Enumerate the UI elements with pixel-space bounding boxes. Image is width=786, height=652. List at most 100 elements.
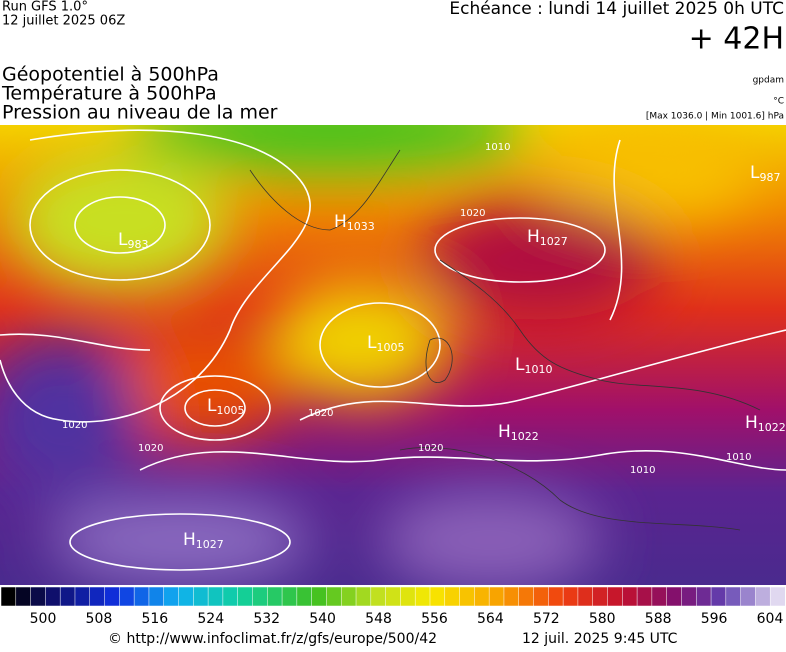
colorbar-swatch	[163, 586, 180, 607]
isobar-label: 1010	[630, 465, 655, 476]
colorbar-label: 572	[533, 611, 560, 627]
center-letter: L	[367, 333, 377, 353]
colorbar-swatch	[237, 586, 254, 607]
pressure-center: L987	[750, 163, 780, 184]
colorbar-swatch	[45, 586, 61, 607]
colorbar-swatch	[133, 586, 150, 607]
center-letter: L	[515, 355, 525, 375]
colorbar-swatch	[74, 586, 91, 607]
center-letter: L	[207, 396, 217, 416]
center-value: 1022	[511, 430, 539, 443]
colorbar-swatch	[444, 586, 461, 607]
colorbar-swatch	[592, 586, 609, 607]
colorbar-swatch	[340, 586, 357, 607]
colorbar-swatch	[577, 586, 594, 607]
colorbar-swatch	[429, 586, 446, 607]
colorbar-label: 564	[477, 611, 504, 627]
pressure-center: H1027	[183, 530, 224, 551]
forecast-time: Echéance : lundi 14 juillet 2025 0h UTC	[449, 0, 784, 19]
center-value: 1027	[196, 538, 224, 551]
colorbar-swatch	[725, 586, 742, 607]
colorbar-label: 548	[365, 611, 392, 627]
center-value: 1022	[758, 421, 786, 434]
colorbar-swatch	[252, 586, 268, 607]
colorbar-label: 508	[86, 611, 113, 627]
center-value: 987	[759, 171, 780, 184]
colorbar-swatch	[355, 586, 372, 607]
colorbar-swatch	[296, 586, 313, 607]
colorbar-swatch	[281, 586, 298, 607]
colorbar-swatch	[15, 586, 32, 607]
colorbar-swatch	[385, 586, 401, 607]
isobar-label: 1020	[308, 408, 333, 419]
lead-time: + 42H	[689, 22, 784, 57]
field-label: Température à 500hPa	[1, 83, 217, 105]
pressure-center: L1005	[367, 333, 404, 354]
colorbar-swatch	[607, 586, 623, 607]
colorbar-swatch	[681, 586, 697, 607]
unit-label: gpdam	[753, 76, 784, 86]
pressure-center: H1022	[498, 422, 539, 443]
colorbar-swatch	[89, 586, 106, 607]
pressure-center: L1005	[207, 396, 244, 417]
center-letter: H	[183, 530, 196, 550]
colorbar-swatch	[104, 586, 120, 607]
colorbar-swatch	[710, 586, 727, 607]
colorbar-swatch	[636, 586, 653, 607]
isobar-label: 1020	[62, 420, 87, 431]
colorbar-swatch	[267, 586, 283, 607]
center-value: 1005	[376, 341, 404, 354]
pressure-center: L983	[118, 230, 148, 251]
colorbar-swatch	[488, 586, 505, 607]
colorbar-swatch	[311, 586, 327, 607]
colorbar-swatch	[119, 586, 135, 607]
pressure-center: H1022	[745, 413, 786, 434]
colorbar-swatch	[755, 586, 771, 607]
colorbar-label: 524	[197, 611, 224, 627]
colorbar-swatch	[695, 586, 712, 607]
colorbar-swatch	[30, 586, 46, 607]
colorbar-swatch	[533, 586, 549, 607]
colorbar-swatch	[622, 586, 638, 607]
unit-label: °C	[773, 97, 784, 107]
colorbar-label: 516	[141, 611, 168, 627]
colorbar-swatch	[740, 586, 756, 607]
center-letter: L	[750, 163, 760, 183]
center-value: 1033	[347, 220, 375, 233]
colorbar-label: 588	[645, 611, 672, 627]
unit-label: [Max 1036.0 | Min 1001.6] hPa	[646, 112, 784, 122]
center-letter: H	[334, 212, 347, 232]
colorbar-swatch	[548, 586, 564, 607]
center-value: 1005	[216, 404, 244, 417]
colorbar-label: 500	[30, 611, 57, 627]
colorbar-swatch	[459, 586, 475, 607]
colorbar-label: 540	[309, 611, 336, 627]
colorbar-swatch	[414, 586, 431, 607]
isobar-label: 1020	[138, 443, 163, 454]
colorbar-label: 556	[421, 611, 448, 627]
colorbar-swatch	[562, 586, 579, 607]
colorbar-swatch	[503, 586, 520, 607]
colorbar-swatch	[666, 586, 683, 607]
center-value: 1010	[524, 363, 552, 376]
colorbar-swatch	[518, 586, 535, 607]
colorbar-label: 596	[701, 611, 728, 627]
map	[0, 125, 786, 585]
colorbar-swatch	[326, 586, 342, 607]
footer-url: © http://www.infoclimat.fr/z/gfs/europe/…	[108, 631, 437, 647]
center-letter: H	[527, 227, 540, 247]
colorbar-label: 604	[757, 611, 784, 627]
isobar-label: 1020	[460, 208, 485, 219]
pressure-center: L1010	[515, 355, 552, 376]
isobar-label: 1020	[418, 443, 443, 454]
center-letter: H	[745, 413, 758, 433]
run-label: Run GFS 1.0°	[2, 0, 88, 15]
center-value: 1027	[540, 235, 568, 248]
colorbar-swatch	[178, 586, 194, 607]
colorbar-swatch	[651, 586, 668, 607]
colorbar-swatch	[222, 586, 239, 607]
isobar-label: 1010	[726, 452, 751, 463]
pressure-center: H1027	[527, 227, 568, 248]
colorbar-swatch	[400, 586, 416, 607]
